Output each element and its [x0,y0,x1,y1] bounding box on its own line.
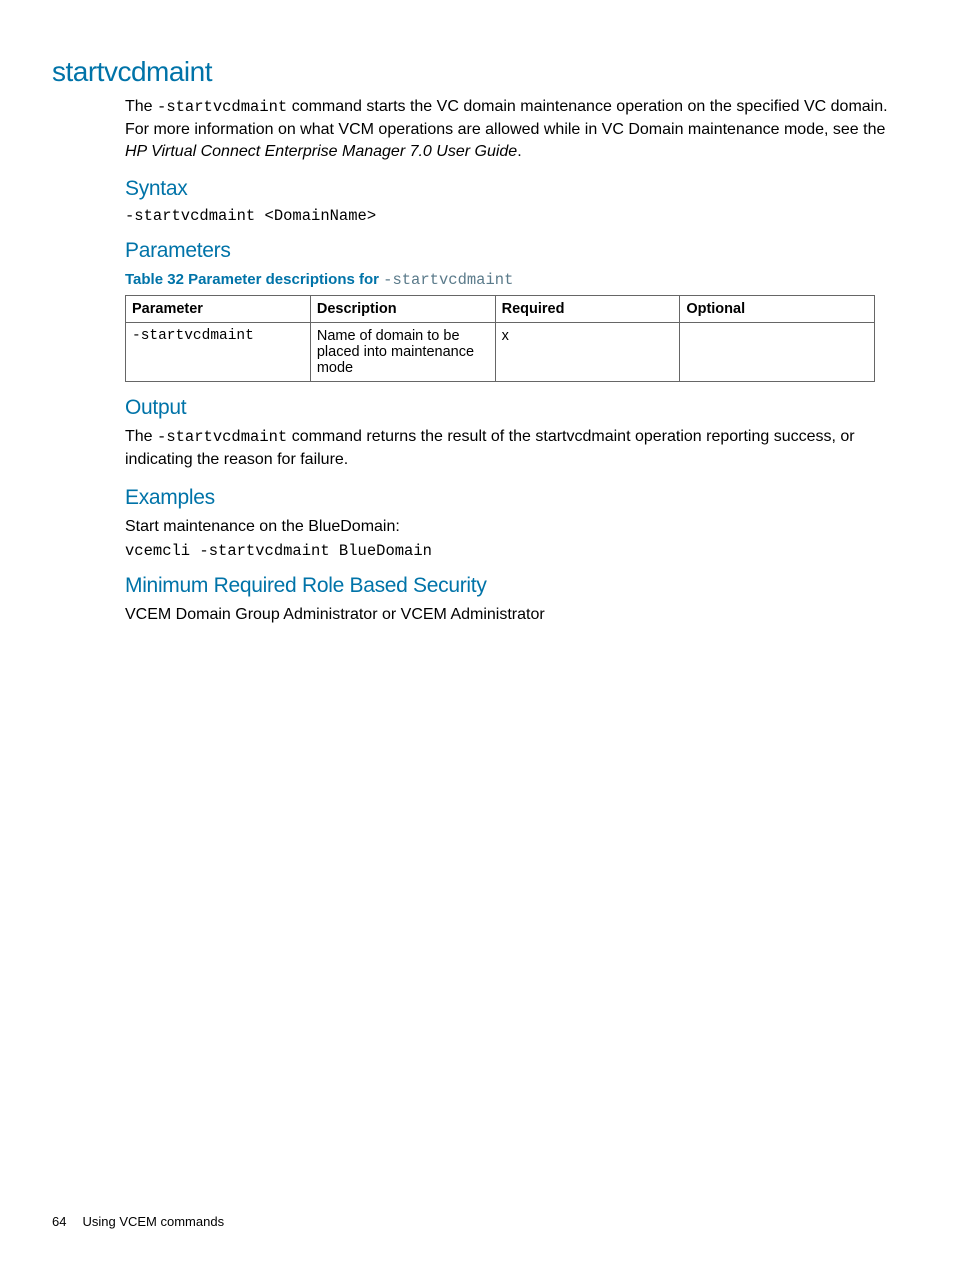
table-row: -startvcdmaint Name of domain to be plac… [126,323,875,382]
parameters-heading: Parameters [125,239,902,263]
table-header-row: Parameter Description Required Optional [126,296,875,323]
intro-end: . [517,143,521,160]
col-header-parameter: Parameter [126,296,311,323]
cell-param: -startvcdmaint [126,323,311,382]
cell-desc: Name of domain to be placed into mainten… [310,323,495,382]
output-heading: Output [125,396,902,420]
examples-intro: Start maintenance on the BlueDomain: [125,516,902,538]
caption-code: -startvcdmaint [383,271,513,289]
caption-pre: Table 32 Parameter descriptions for [125,271,383,288]
cell-optional [680,323,875,382]
parameters-table: Parameter Description Required Optional … [125,295,875,382]
page-number: 64 [52,1214,66,1229]
intro-italic: HP Virtual Connect Enterprise Manager 7.… [125,143,517,160]
security-text: VCEM Domain Group Administrator or VCEM … [125,604,902,626]
examples-code: vcemcli -startvcdmaint BlueDomain [125,542,902,560]
cell-required: x [495,323,680,382]
security-heading: Minimum Required Role Based Security [125,574,902,598]
intro-paragraph: The -startvcdmaint command starts the VC… [125,96,902,163]
page-footer: 64 Using VCEM commands [52,1214,224,1229]
syntax-line: -startvcdmaint <DomainName> [125,207,902,225]
output-code: -startvcdmaint [157,428,287,446]
table-caption: Table 32 Parameter descriptions for -sta… [125,271,902,289]
syntax-heading: Syntax [125,177,902,201]
col-header-optional: Optional [680,296,875,323]
output-pre: The [125,428,157,445]
footer-section: Using VCEM commands [82,1214,224,1229]
intro-code: -startvcdmaint [157,98,287,116]
page-title: startvcdmaint [52,56,902,88]
col-header-required: Required [495,296,680,323]
output-paragraph: The -startvcdmaint command returns the r… [125,426,902,471]
examples-heading: Examples [125,486,902,510]
intro-pre: The [125,98,157,115]
col-header-description: Description [310,296,495,323]
